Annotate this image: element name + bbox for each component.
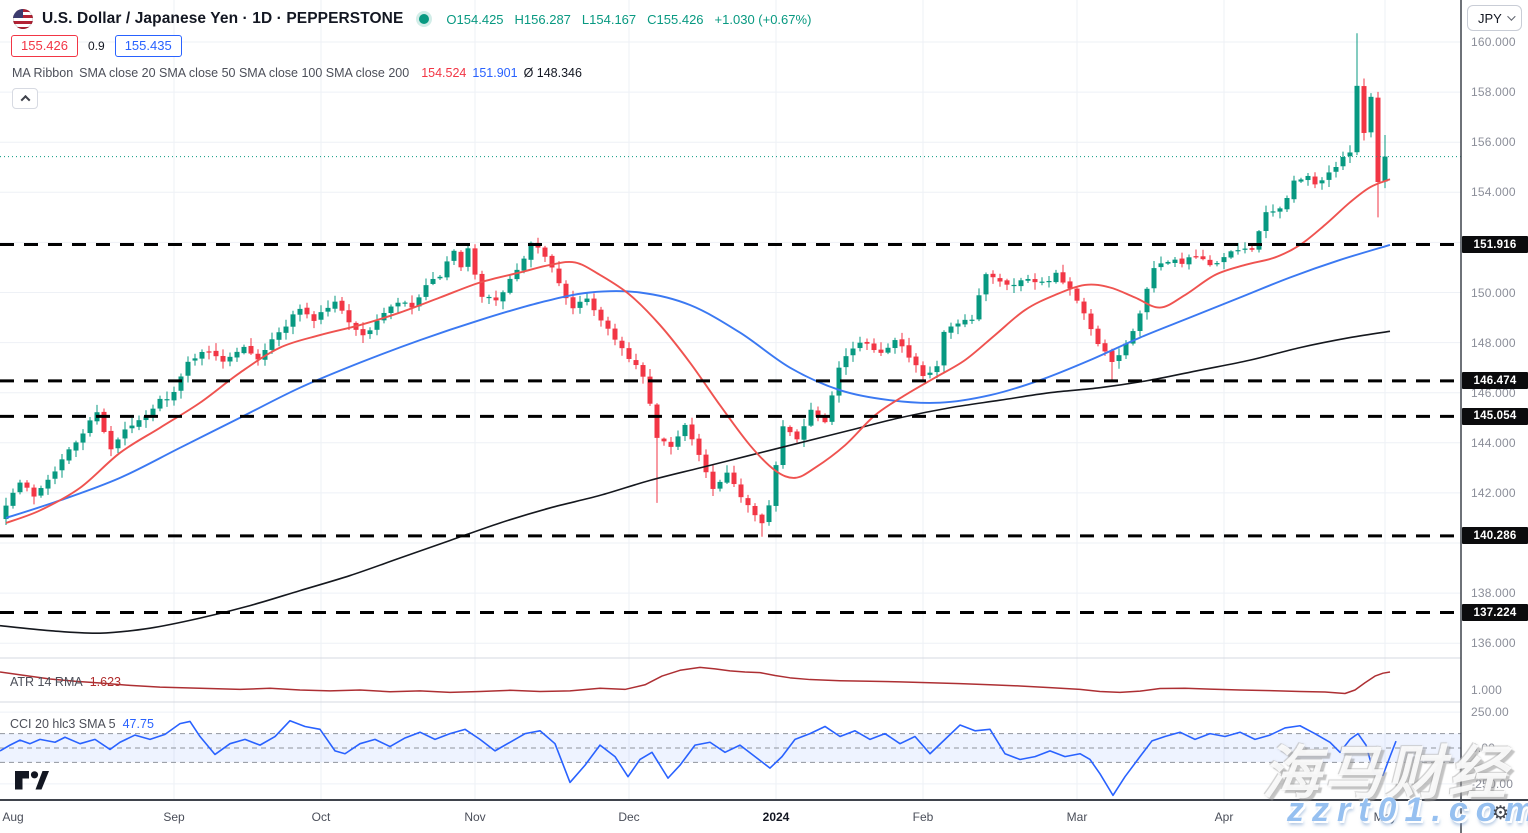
us-flag-icon xyxy=(13,9,33,29)
level-price-tag: 140.286 xyxy=(1462,527,1528,545)
price-tick-label: 146.000 xyxy=(1471,385,1516,400)
cci-tick-label: -250.00 xyxy=(1471,776,1514,791)
spread-value: 0.9 xyxy=(88,39,105,53)
price-tick-label: 156.000 xyxy=(1471,135,1516,150)
currency-label: JPY xyxy=(1478,10,1502,26)
level-price-tag: 137.224 xyxy=(1462,604,1528,622)
buy-price-button[interactable]: 155.435 xyxy=(114,35,182,57)
atr-label: ATR 14 RMA xyxy=(10,675,83,689)
collapse-legend-button[interactable] xyxy=(12,88,38,109)
ma-ribbon-legend[interactable]: MA Ribbon SMA close 20 SMA close 50 SMA … xyxy=(12,66,582,80)
chevron-down-icon xyxy=(1507,12,1516,21)
sma20-value: 154.524 xyxy=(421,66,467,80)
tradingview-logo-icon[interactable] xyxy=(14,768,50,791)
time-tick-label: 2024 xyxy=(762,810,790,824)
price-tick-label: 158.000 xyxy=(1471,85,1516,100)
time-tick-label: May xyxy=(1373,810,1397,824)
atr-legend[interactable]: ATR 14 RMA 1.623 xyxy=(10,675,121,689)
atr-tick-label: 1.000 xyxy=(1471,683,1503,697)
symbol-title[interactable]: U.S. Dollar / Japanese Yen · 1D · PEPPER… xyxy=(42,10,404,27)
sma50-value: 151.901 xyxy=(472,66,518,80)
price-tick-label: 148.000 xyxy=(1471,335,1516,350)
price-tick-label: 144.000 xyxy=(1471,435,1516,450)
symbol-header: U.S. Dollar / Japanese Yen · 1D · PEPPER… xyxy=(13,8,811,30)
level-price-tag: 145.054 xyxy=(1462,407,1528,425)
gear-icon[interactable]: ⚙ xyxy=(1492,803,1510,824)
time-tick-label: Dec xyxy=(618,810,640,824)
price-tick-label: 142.000 xyxy=(1471,485,1516,500)
time-tick-label: Nov xyxy=(464,810,486,824)
ma-ribbon-params: SMA close 20 SMA close 50 SMA close 100 … xyxy=(79,66,410,80)
time-tick-label: Oct xyxy=(311,810,331,824)
time-tick-label: Aug xyxy=(2,810,24,824)
cci-tick-label: 250.00 xyxy=(1471,705,1509,720)
high-value: H156.287 xyxy=(514,11,571,27)
chevron-up-icon xyxy=(20,94,30,105)
low-value: L154.167 xyxy=(581,11,637,27)
close-value: C155.426 xyxy=(647,11,704,27)
time-tick-label: Feb xyxy=(912,810,934,824)
open-value: O154.425 xyxy=(446,11,504,27)
atr-value: 1.623 xyxy=(89,675,121,689)
level-price-tag: 146.474 xyxy=(1462,372,1528,390)
cci-tick-label: 0.00 xyxy=(1471,741,1496,755)
currency-dropdown[interactable]: JPY xyxy=(1467,5,1522,31)
price-tick-label: 138.000 xyxy=(1471,586,1516,601)
level-price-tag: 151.916 xyxy=(1462,236,1528,253)
bid-ask-row: 155.426 0.9 155.435 xyxy=(11,35,182,57)
ohlc-readout: O154.425 H156.287 L154.167 C155.426 +1.0… xyxy=(446,12,811,27)
sell-price-button[interactable]: 155.426 xyxy=(11,35,78,57)
change-value: +1.030 (+0.67%) xyxy=(714,11,812,27)
price-tick-label: 150.000 xyxy=(1471,285,1516,300)
cci-value: 47.75 xyxy=(122,717,154,731)
time-tick-label: Sep xyxy=(163,810,185,824)
market-open-dot-icon[interactable] xyxy=(419,14,430,24)
cci-label: CCI 20 hlc3 SMA 5 xyxy=(10,717,116,731)
price-tick-label: 154.000 xyxy=(1471,185,1516,200)
price-tick-label: 160.000 xyxy=(1471,35,1516,49)
time-tick-label: Mar xyxy=(1066,810,1088,824)
time-tick-label: Apr xyxy=(1214,810,1234,824)
cci-legend[interactable]: CCI 20 hlc3 SMA 5 47.75 xyxy=(10,717,154,731)
ma-average-value: Ø 148.346 xyxy=(523,66,582,80)
ma-ribbon-label: MA Ribbon xyxy=(12,66,74,80)
price-tick-label: 136.000 xyxy=(1471,636,1516,651)
